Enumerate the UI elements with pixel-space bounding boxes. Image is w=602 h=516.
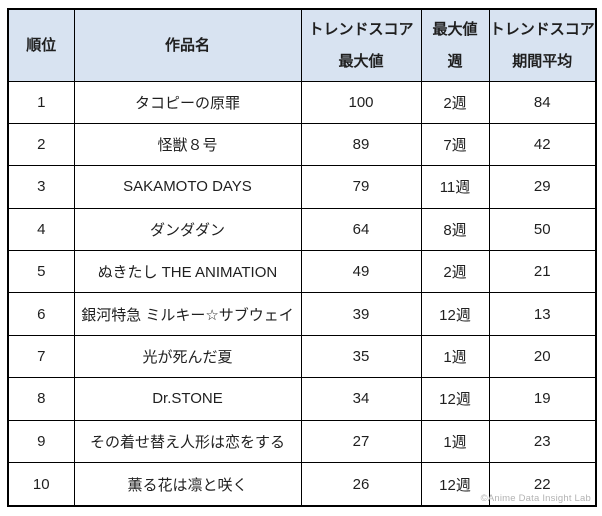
cell-period-avg: 50 xyxy=(488,207,597,252)
cell-max-week: 2週 xyxy=(420,80,490,124)
table-row: 3 SAKAMOTO DAYS 79 11週 29 xyxy=(7,165,597,209)
trend-score-table: 順位 作品名 トレンドスコア 最大値 最大値 週 トレンドスコア 期間平 xyxy=(7,8,597,507)
header-row: 順位 作品名 トレンドスコア 最大値 最大値 週 トレンドスコア 期間平 xyxy=(7,8,597,82)
cell-max-week: 2週 xyxy=(420,250,490,294)
cell-period-avg: 20 xyxy=(488,334,597,379)
table-row: 7 光が死んだ夏 35 1週 20 xyxy=(7,334,597,379)
header-max-score-line1: トレンドスコア xyxy=(308,20,414,38)
table-row: 8 Dr.STONE 34 12週 19 xyxy=(7,377,597,421)
cell-max-week: 7週 xyxy=(420,122,490,167)
cell-rank: 4 xyxy=(7,207,75,252)
cell-period-avg: 21 xyxy=(488,250,597,294)
cell-rank: 6 xyxy=(7,292,75,336)
header-title: 作品名 xyxy=(73,8,302,82)
table-header: 順位 作品名 トレンドスコア 最大値 最大値 週 トレンドスコア 期間平 xyxy=(7,8,597,82)
cell-period-avg: 23 xyxy=(488,419,597,464)
cell-title: タコピーの原罪 xyxy=(73,80,302,124)
cell-max-score: 100 xyxy=(300,80,422,124)
cell-max-score: 39 xyxy=(300,292,422,336)
table-body: 1 タコピーの原罪 100 2週 84 2 怪獣８号 89 7週 42 3 SA… xyxy=(7,80,597,507)
cell-period-avg: 19 xyxy=(488,377,597,421)
cell-max-score: 35 xyxy=(300,334,422,379)
header-max-week-line2: 週 xyxy=(447,52,463,70)
cell-period-avg: 42 xyxy=(488,122,597,167)
table-row: 10 薫る花は凛と咲く 26 12週 22 xyxy=(7,462,597,507)
cell-max-week: 8週 xyxy=(420,207,490,252)
table-row: 2 怪獣８号 89 7週 42 xyxy=(7,122,597,167)
cell-max-week: 12週 xyxy=(420,377,490,421)
cell-max-week: 1週 xyxy=(420,419,490,464)
cell-max-score: 49 xyxy=(300,250,422,294)
cell-max-week: 12週 xyxy=(420,462,490,507)
table-row: 6 銀河特急 ミルキー☆サブウェイ 39 12週 13 xyxy=(7,292,597,336)
cell-max-score: 34 xyxy=(300,377,422,421)
cell-rank: 8 xyxy=(7,377,75,421)
cell-rank: 9 xyxy=(7,419,75,464)
cell-title: SAKAMOTO DAYS xyxy=(73,165,302,209)
header-max-score: トレンドスコア 最大値 xyxy=(300,8,422,82)
cell-title: Dr.STONE xyxy=(73,377,302,421)
cell-period-avg: 13 xyxy=(488,292,597,336)
cell-max-score: 79 xyxy=(300,165,422,209)
cell-title: 薫る花は凛と咲く xyxy=(73,462,302,507)
header-max-week: 最大値 週 xyxy=(420,8,490,82)
table-row: 1 タコピーの原罪 100 2週 84 xyxy=(7,80,597,124)
cell-max-week: 12週 xyxy=(420,292,490,336)
cell-max-score: 64 xyxy=(300,207,422,252)
cell-rank: 10 xyxy=(7,462,75,507)
header-rank-label: 順位 xyxy=(26,36,57,54)
table-row: 9 その着せ替え人形は恋をする 27 1週 23 xyxy=(7,419,597,464)
header-max-week-line1: 最大値 xyxy=(432,20,478,38)
header-rank: 順位 xyxy=(7,8,75,82)
table-row: 4 ダンダダン 64 8週 50 xyxy=(7,207,597,252)
cell-period-avg: 84 xyxy=(488,80,597,124)
cell-max-score: 26 xyxy=(300,462,422,507)
cell-max-week: 1週 xyxy=(420,334,490,379)
cell-title: 光が死んだ夏 xyxy=(73,334,302,379)
cell-rank: 3 xyxy=(7,165,75,209)
cell-rank: 1 xyxy=(7,80,75,124)
cell-title: ダンダダン xyxy=(73,207,302,252)
watermark-credit: ©Anime Data Insight Lab xyxy=(480,493,591,504)
cell-period-avg: 22 xyxy=(488,462,597,507)
cell-title: その着せ替え人形は恋をする xyxy=(73,419,302,464)
cell-max-week: 11週 xyxy=(420,165,490,209)
header-period-avg-line1: トレンドスコア xyxy=(489,20,595,38)
cell-max-score: 27 xyxy=(300,419,422,464)
header-max-score-line2: 最大値 xyxy=(338,52,384,70)
cell-period-avg: 29 xyxy=(488,165,597,209)
cell-title: 怪獣８号 xyxy=(73,122,302,167)
cell-title: 銀河特急 ミルキー☆サブウェイ xyxy=(73,292,302,336)
header-period-avg: トレンドスコア 期間平均 xyxy=(488,8,597,82)
cell-title: ぬきたし THE ANIMATION xyxy=(73,250,302,294)
table-row: 5 ぬきたし THE ANIMATION 49 2週 21 xyxy=(7,250,597,294)
cell-rank: 5 xyxy=(7,250,75,294)
header-period-avg-line2: 期間平均 xyxy=(512,52,573,70)
header-title-label: 作品名 xyxy=(164,36,210,54)
cell-rank: 7 xyxy=(7,334,75,379)
cell-max-score: 89 xyxy=(300,122,422,167)
cell-rank: 2 xyxy=(7,122,75,167)
